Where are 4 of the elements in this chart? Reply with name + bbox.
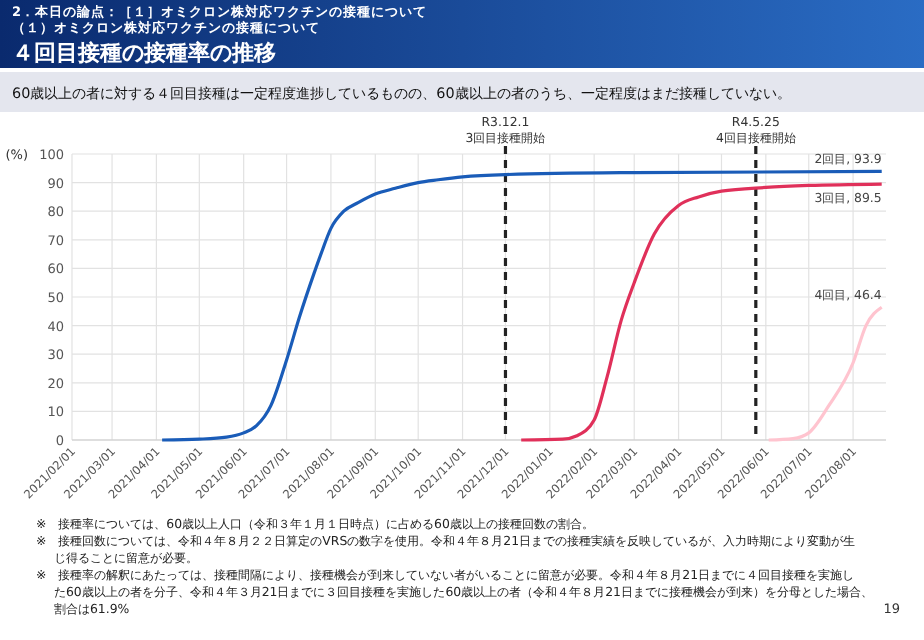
line-series	[767, 305, 884, 442]
line-series	[160, 169, 884, 442]
line-series	[519, 182, 884, 442]
chart-title: ４回目接種の接種率の推移	[12, 40, 276, 66]
